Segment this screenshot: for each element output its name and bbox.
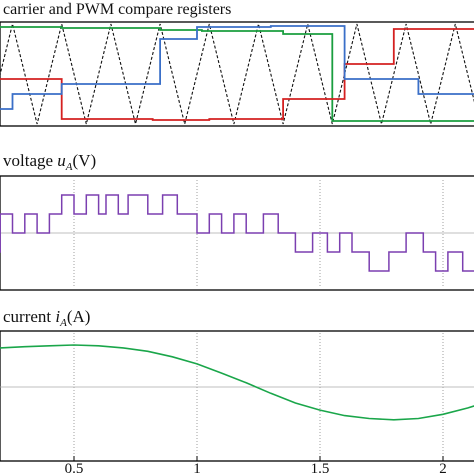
x-tick-label-1: 1: [193, 461, 201, 474]
panel-2-frame: [0, 175, 474, 291]
register-series-1: [0, 26, 474, 122]
panel-1-title: carrier and PWM compare registers: [3, 1, 231, 18]
current-line: [0, 344, 474, 421]
carrier-line: [0, 23, 474, 125]
panel-2: voltage uA(V): [0, 151, 474, 291]
panel-3-title: current iA(A): [3, 307, 90, 329]
panel-3-gridlines: [0, 333, 474, 459]
x-tick-label-3: 2: [439, 461, 447, 474]
panel-1: carrier and PWM compare registers: [0, 1, 474, 127]
panel-2-title: voltage uA(V): [3, 151, 96, 173]
voltage-series: [0, 194, 474, 272]
x-tick-label-2: 1.5: [311, 461, 330, 474]
panel-3-frame: [0, 330, 474, 462]
register-series-3: [0, 25, 474, 110]
voltage-line: [0, 194, 474, 272]
register-series-2: [0, 28, 474, 121]
current-series: [0, 344, 474, 421]
x-axis-ticks: 0.5 1 1.5 2: [65, 456, 447, 474]
panel-1-frame: [0, 21, 474, 127]
panel-3: current iA(A) 0.5 1 1.5 2: [0, 307, 474, 474]
panel-2-gridlines: [0, 180, 474, 286]
carrier-triangle-wave: [0, 23, 474, 125]
compare-register-series: [0, 25, 474, 122]
x-tick-label-0: 0.5: [65, 461, 84, 474]
